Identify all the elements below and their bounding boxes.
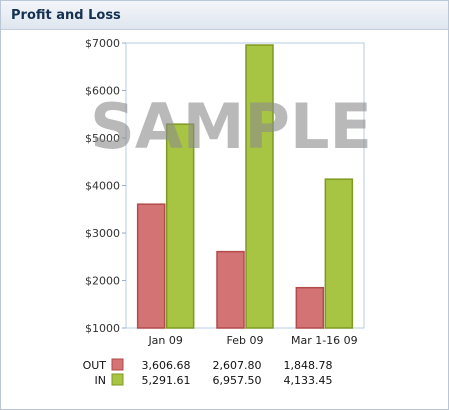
bar-out-2[interactable]	[295, 286, 325, 329]
table-value: 3,606.68	[142, 359, 191, 372]
category-label: Mar 1-16 09	[291, 334, 358, 347]
bar-out-0[interactable]	[136, 203, 166, 329]
table-value: 2,607.80	[213, 359, 262, 372]
bar-out-1[interactable]	[216, 250, 245, 329]
legend-swatch-in	[111, 373, 124, 386]
panel-title: Profit and Loss	[11, 8, 121, 23]
watermark-text: SAMPLE	[90, 90, 372, 163]
y-tick-label: $1000	[85, 322, 120, 335]
category-label: Jan 09	[147, 334, 182, 347]
y-tick-label: $3000	[85, 227, 120, 240]
y-tick-label: $5000	[85, 132, 120, 145]
table-value: 4,133.45	[284, 374, 333, 387]
y-tick-label: $4000	[85, 180, 120, 193]
legend-label-in: IN	[95, 374, 106, 387]
y-tick-label: $6000	[85, 85, 120, 98]
bar-in-0[interactable]	[165, 123, 195, 329]
legend-swatch-out	[111, 358, 124, 371]
bar-in-1[interactable]	[245, 44, 274, 329]
bar-in-2[interactable]	[324, 178, 354, 329]
panel-header: Profit and Loss	[1, 1, 448, 30]
y-axis: $1000 $2000 $3000 $4000 $5000 $6000 $7000	[85, 37, 126, 335]
data-table: OUT 3,606.68 2,607.80 1,848.78 IN 5,291.61 6,9…	[83, 358, 333, 387]
category-label: Feb 09	[227, 334, 264, 347]
table-value: 5,291.61	[142, 374, 191, 387]
legend-label-out: OUT	[83, 359, 107, 372]
y-tick-label: $2000	[85, 275, 120, 288]
x-axis: Jan 09 Feb 09 Mar 1-16 09	[147, 334, 357, 347]
table-value: 6,957.50	[213, 374, 262, 387]
y-tick-label: $7000	[85, 37, 120, 50]
table-value: 1,848.78	[284, 359, 333, 372]
bars	[136, 44, 354, 329]
